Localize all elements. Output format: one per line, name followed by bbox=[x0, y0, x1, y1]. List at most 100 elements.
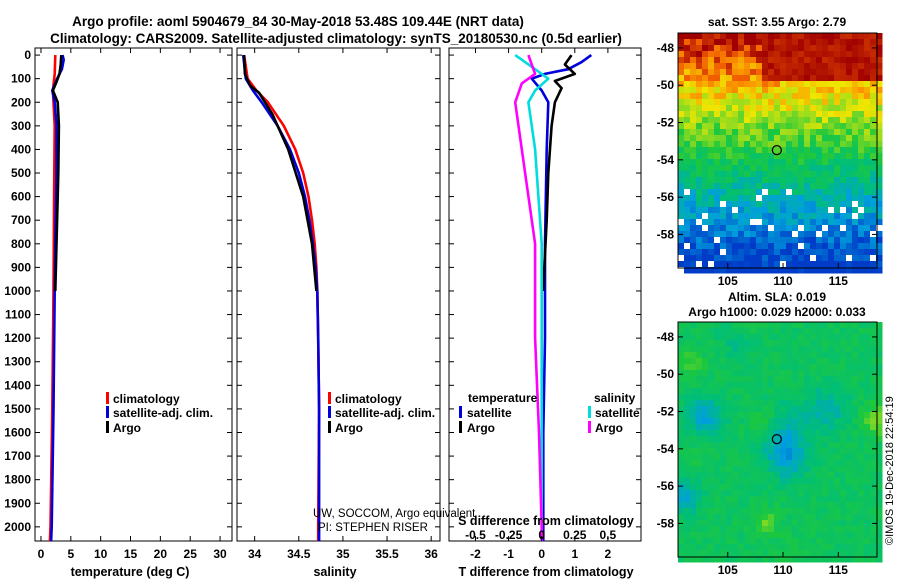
map-cell bbox=[816, 261, 823, 268]
map-cell bbox=[696, 135, 703, 142]
map-cell bbox=[708, 490, 715, 497]
map-cell bbox=[756, 177, 763, 184]
map-cell bbox=[732, 261, 739, 268]
map-cell bbox=[702, 358, 709, 365]
map-cell bbox=[816, 550, 823, 557]
map-cell bbox=[774, 496, 781, 503]
map-cell bbox=[804, 484, 811, 491]
map-cell bbox=[822, 400, 829, 407]
map-cell bbox=[864, 219, 871, 226]
lat-tick-label: -58 bbox=[657, 516, 675, 530]
map-cell bbox=[678, 430, 685, 437]
map-cell bbox=[720, 478, 727, 485]
map-cell bbox=[750, 478, 757, 485]
map-cell bbox=[834, 255, 841, 262]
map-cell bbox=[720, 135, 727, 142]
map-cell bbox=[822, 255, 829, 262]
map-cell bbox=[726, 159, 733, 166]
map-cell bbox=[678, 171, 685, 178]
map-cell bbox=[756, 207, 763, 214]
map-cell bbox=[816, 406, 823, 413]
map-cell bbox=[696, 267, 703, 274]
map-cell bbox=[870, 322, 877, 329]
x-tick-label: 5 bbox=[67, 547, 74, 561]
map-cell bbox=[846, 406, 853, 413]
map-cell bbox=[762, 225, 769, 232]
legend-swatch-satellite bbox=[106, 406, 109, 418]
map-cell bbox=[720, 99, 727, 106]
map-cell bbox=[822, 328, 829, 335]
map-cell bbox=[852, 502, 859, 509]
map-cell bbox=[678, 550, 685, 557]
depth-tick-label: 1600 bbox=[4, 425, 31, 439]
x-tick-label: 1 bbox=[571, 547, 578, 561]
map-cell bbox=[876, 225, 882, 231]
map-cell bbox=[678, 207, 685, 214]
map-cell bbox=[816, 123, 823, 130]
map-cell bbox=[696, 496, 703, 503]
map-cell bbox=[756, 376, 763, 383]
map-cell bbox=[702, 328, 709, 335]
map-cell bbox=[732, 340, 739, 347]
map-cell bbox=[708, 93, 715, 100]
map-cell bbox=[810, 219, 817, 226]
map-cell bbox=[780, 93, 787, 100]
map-cell bbox=[792, 177, 799, 184]
map-cell bbox=[804, 261, 811, 268]
map-cell bbox=[876, 39, 883, 46]
map-cell bbox=[726, 81, 733, 88]
map-cell bbox=[768, 436, 775, 443]
map-cell bbox=[876, 117, 883, 124]
map-cell bbox=[822, 177, 829, 184]
map-cell bbox=[876, 418, 883, 425]
map-cell bbox=[828, 550, 835, 557]
map-cell bbox=[768, 352, 775, 359]
map-cell bbox=[774, 201, 781, 208]
map-cell bbox=[684, 231, 691, 238]
map-cell bbox=[780, 502, 787, 509]
map-cell bbox=[774, 358, 781, 365]
map-cell bbox=[756, 556, 763, 563]
map-cell bbox=[696, 93, 703, 100]
map-cell bbox=[744, 490, 751, 497]
map-cell bbox=[858, 352, 865, 359]
map-cell bbox=[732, 556, 739, 563]
map-cell bbox=[678, 454, 685, 461]
map-cell bbox=[786, 75, 793, 82]
map-cell bbox=[678, 400, 685, 407]
map-cell bbox=[720, 153, 727, 160]
map-cell bbox=[696, 45, 703, 52]
map-cell bbox=[678, 87, 685, 94]
map-cell bbox=[834, 370, 841, 377]
map-cell bbox=[798, 520, 805, 527]
map-cell bbox=[792, 538, 799, 545]
salinity-legend: climatology satellite-adj. clim. Argo bbox=[328, 392, 435, 435]
map-cell bbox=[864, 364, 871, 371]
map-cell bbox=[804, 237, 811, 244]
map-cell bbox=[696, 406, 703, 413]
map-cell bbox=[768, 249, 775, 256]
map-cell bbox=[852, 496, 859, 503]
map-cell bbox=[702, 189, 709, 196]
map-cell bbox=[714, 165, 721, 172]
map-cell bbox=[786, 99, 793, 106]
map-cell bbox=[738, 207, 745, 214]
map-cell bbox=[750, 436, 757, 443]
map-cell bbox=[690, 472, 697, 479]
map-cell bbox=[714, 454, 721, 461]
map-cell bbox=[774, 237, 781, 244]
map-cell bbox=[864, 69, 871, 76]
map-cell bbox=[774, 328, 781, 335]
map-cell bbox=[864, 177, 871, 184]
map-cell bbox=[804, 105, 811, 112]
map-cell bbox=[774, 514, 781, 521]
map-cell bbox=[864, 249, 871, 256]
map-cell bbox=[786, 213, 793, 220]
map-cell bbox=[858, 430, 865, 437]
map-cell bbox=[774, 526, 781, 533]
map-cell bbox=[768, 123, 775, 130]
map-cell bbox=[786, 105, 793, 112]
map-cell bbox=[756, 165, 763, 172]
map-cell bbox=[756, 394, 763, 401]
map-cell bbox=[840, 406, 847, 413]
